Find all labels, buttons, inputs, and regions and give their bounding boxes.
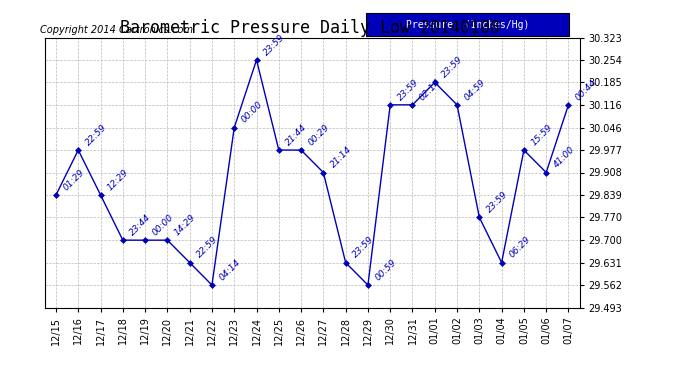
Text: Pressure  (Inches/Hg): Pressure (Inches/Hg) [406,20,529,30]
Text: 01:29: 01:29 [61,167,86,192]
Text: Copyright 2014 Cartronics.com: Copyright 2014 Cartronics.com [39,25,193,35]
Text: 00:29: 00:29 [306,123,331,147]
Bar [366,13,569,36]
Text: 14:29: 14:29 [173,213,198,237]
Text: 00:00: 00:00 [150,213,175,237]
Text: 00:44: 00:44 [574,77,599,102]
Text: 21:44: 21:44 [284,123,309,147]
Text: 23:59: 23:59 [396,77,420,102]
Text: 41:00: 41:00 [552,145,576,170]
Text: 00:59: 00:59 [373,258,398,282]
Text: 22:59: 22:59 [83,123,108,147]
Text: Barometric Pressure Daily Low 20140108: Barometric Pressure Daily Low 20140108 [121,19,500,37]
Text: 21:14: 21:14 [329,145,354,170]
Text: 22:59: 22:59 [195,235,220,260]
Text: 23:44: 23:44 [128,213,153,237]
Text: 15:59: 15:59 [529,123,554,147]
Text: 04:14: 04:14 [217,258,242,282]
Text: 04:59: 04:59 [462,77,487,102]
Text: 02:14: 02:14 [418,77,443,102]
Text: 12:29: 12:29 [106,167,131,192]
Text: 23:59: 23:59 [440,55,465,80]
Text: 23:59: 23:59 [485,190,510,214]
Text: 23:59: 23:59 [262,32,287,57]
Text: 00:00: 00:00 [240,100,264,125]
Text: 23:59: 23:59 [351,235,376,260]
Text: 06:29: 06:29 [507,235,532,260]
